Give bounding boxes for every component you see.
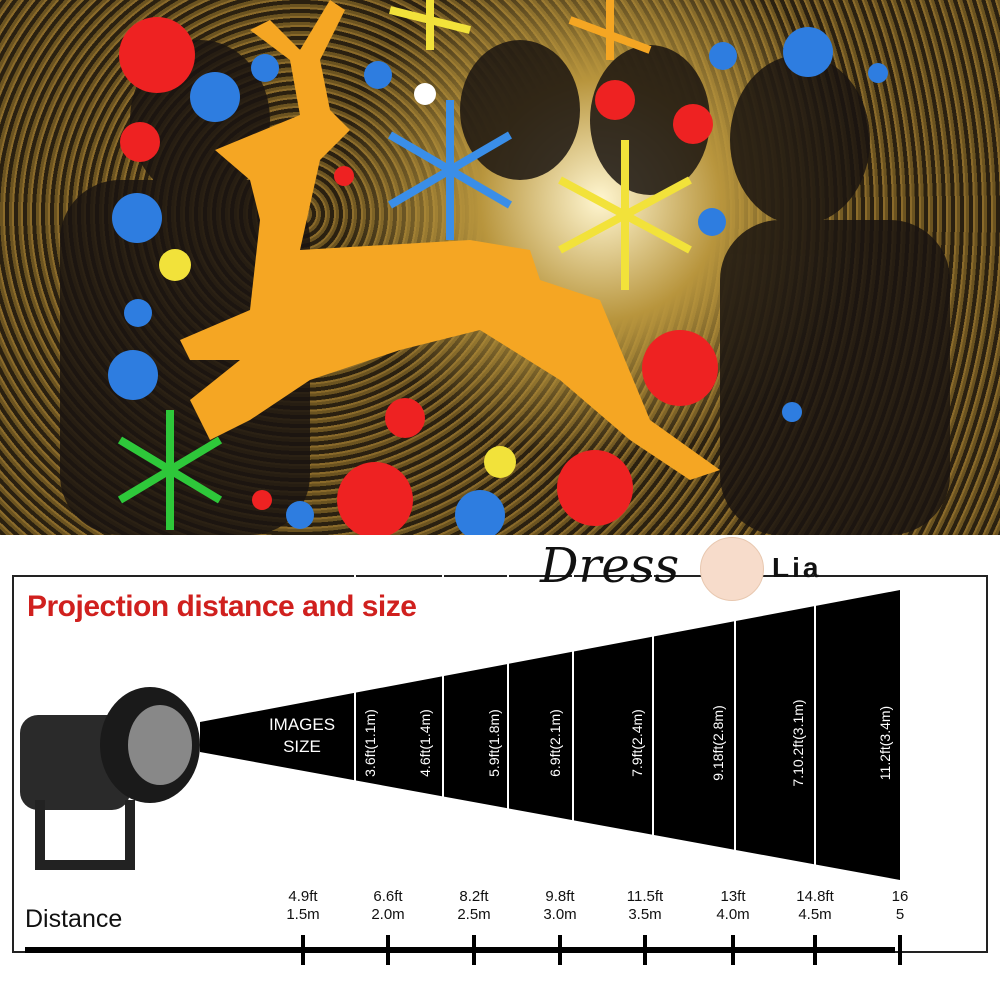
distance-ft: 9.8ft [545,888,575,905]
distance-ft: 11.5ft [626,888,664,905]
distance-tick-label: 4.9ft 1.5m [273,888,333,924]
distance-ft: 14.8ft [796,888,834,905]
distance-m: 2.5m [457,906,491,923]
distance-m: 4.0m [716,906,750,923]
projection-beam [200,590,900,880]
party-photo [0,0,1000,535]
distance-tick-label: 6.6ft 2.0m [358,888,418,924]
distance-tick-label: 13ft 4.0m [703,888,763,924]
distance-m: 3.0m [543,906,577,923]
image-size-label: 9.18ft(2.8m) [710,705,726,781]
image-size-label: 4.6ft(1.4m) [417,709,433,777]
distance-ft: 13ft [720,888,746,905]
distance-tick-label: 11.5ft 3.5m [615,888,675,924]
logo-script-text: Dress [540,538,680,594]
reindeer-shape [180,0,720,480]
distance-ft: 6.6ft [373,888,403,905]
distance-tick-label: 8.2ft 2.5m [444,888,504,924]
distance-ft: 4.9ft [288,888,318,905]
diagram-title: Projection distance and size [27,590,417,623]
light-dots [108,17,888,535]
distance-m: 5 [895,906,905,923]
images-size-label: IMAGES SIZE [268,715,336,756]
distance-m: 4.5m [798,906,832,923]
distance-ft: 8.2ft [459,888,489,905]
distance-tick-label: 16 5 [870,888,930,924]
distance-tick-label: 9.8ft 3.0m [530,888,590,924]
dresslia-logo [700,537,764,601]
projector-icon [20,687,200,870]
image-size-label: 3.6ft(1.1m) [362,709,378,777]
image-size-label: 11.2ft(3.4m) [877,705,893,781]
image-size-label: 6.9ft(2.1m) [547,709,563,777]
distance-ft: 16 [891,888,909,905]
image-size-label: 5.9ft(1.8m) [486,709,502,777]
logo-text: Lia [772,552,822,583]
distance-m: 1.5m [286,906,320,923]
distance-tick-label: 14.8ft 4.5m [785,888,845,924]
image-size-label: 7.10.2ft(3.1m) [790,699,806,787]
people-silhouettes [60,40,950,535]
image-size-label: 7.9ft(2.4m) [629,709,645,777]
snowflake-icons [117,0,692,530]
distance-m: 2.0m [371,906,405,923]
distance-label: Distance [25,905,123,933]
distance-m: 3.5m [628,906,662,923]
projected-patterns [60,0,950,535]
